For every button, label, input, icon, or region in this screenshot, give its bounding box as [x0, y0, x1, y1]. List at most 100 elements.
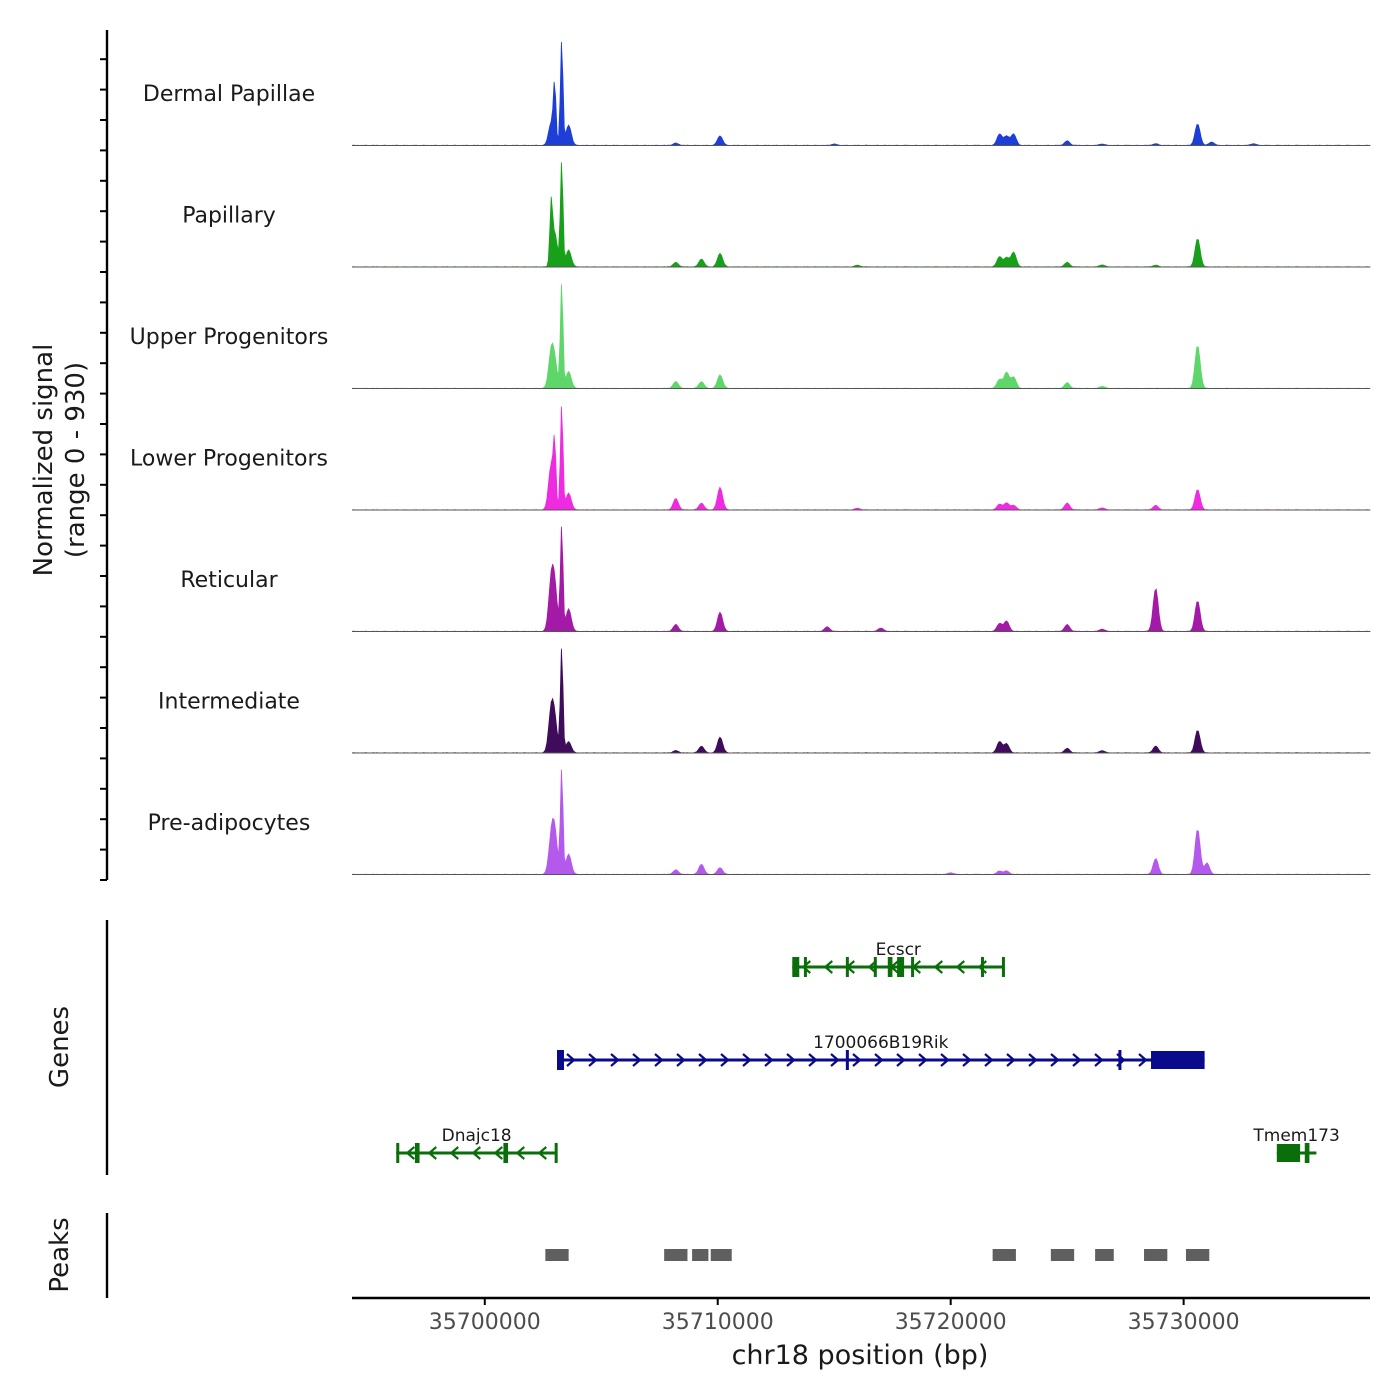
- gene-exon: [845, 957, 849, 977]
- gene-exon: [803, 957, 807, 977]
- strand-arrow: [918, 1053, 928, 1067]
- gene-exon: [911, 957, 915, 977]
- track-signal-intermediate: [351, 648, 1371, 754]
- track-label-papillary: Papillary: [182, 203, 276, 228]
- strand-arrow: [654, 1053, 664, 1067]
- gene-exon: [554, 1143, 558, 1163]
- track-label-intermediate: Intermediate: [158, 689, 300, 714]
- peak-region: [1185, 1249, 1210, 1261]
- track-papillary: Papillary: [182, 162, 1371, 268]
- gene-exon: [897, 957, 905, 977]
- gene-label: Ecscr: [876, 940, 921, 960]
- strand-arrow: [801, 960, 811, 974]
- y-axis-label: Normalized signal: [29, 344, 59, 577]
- strand-arrow: [764, 1053, 774, 1067]
- track-signal-lower-progenitors: [351, 406, 1371, 511]
- gene-exon: [556, 1050, 564, 1070]
- strand-arrow: [610, 1053, 620, 1067]
- peak-region: [992, 1249, 1016, 1261]
- track-signal-dermal-papillae: [351, 41, 1371, 146]
- strand-arrow: [537, 1146, 547, 1160]
- strand-arrow: [874, 1053, 884, 1067]
- strand-arrow: [823, 960, 833, 974]
- strand-arrow: [830, 1053, 840, 1067]
- gene-ecscr: Ecscr: [792, 940, 1005, 977]
- track-signal-pre-adipocytes: [351, 769, 1371, 875]
- track-label-lower-progenitors: Lower Progenitors: [130, 446, 328, 471]
- x-tick-label: 35710000: [662, 1310, 774, 1335]
- x-axis-label: chr18 position (bp): [732, 1340, 989, 1371]
- gene-annotations: Ecscr 1700066B19Rik Dnajc18 Tmem173: [396, 940, 1340, 1163]
- gene-label: Tmem173: [1252, 1126, 1339, 1146]
- gene-1700066b19rik: 1700066B19Rik: [556, 1033, 1205, 1070]
- y-axis-range-label: (range 0 - 930): [61, 362, 91, 558]
- strand-arrow: [852, 1053, 862, 1067]
- strand-arrow: [786, 1053, 796, 1067]
- strand-arrow: [515, 1146, 525, 1160]
- gene-exon: [396, 1143, 400, 1163]
- peak-region: [692, 1249, 709, 1261]
- strand-arrow: [896, 1053, 906, 1067]
- strand-arrow: [808, 1053, 818, 1067]
- strand-arrow: [1050, 1053, 1060, 1067]
- track-upper-progenitors: Upper Progenitors: [130, 284, 1371, 389]
- strand-arrow: [493, 1146, 503, 1160]
- gene-label: Dnajc18: [442, 1126, 512, 1146]
- strand-arrow: [720, 1053, 730, 1067]
- peak-region: [545, 1249, 569, 1261]
- peak-region: [710, 1249, 732, 1261]
- peak-region: [1144, 1249, 1168, 1261]
- strand-arrow: [427, 1146, 437, 1160]
- coverage-y-axis-ticks: [100, 58, 107, 881]
- strand-arrow: [449, 1146, 459, 1160]
- genes-track-label: Genes: [45, 1006, 75, 1088]
- track-lower-progenitors: Lower Progenitors: [130, 406, 1371, 511]
- gene-dnajc18: Dnajc18: [396, 1126, 558, 1163]
- strand-arrow: [632, 1053, 642, 1067]
- track-signal-papillary: [351, 162, 1371, 268]
- x-tick-label: 35700000: [429, 1310, 541, 1335]
- track-signal-upper-progenitors: [351, 284, 1371, 389]
- gene-exon: [873, 957, 877, 977]
- strand-arrow: [698, 1053, 708, 1067]
- strand-arrow: [405, 1146, 415, 1160]
- track-label-reticular: Reticular: [180, 568, 278, 593]
- strand-arrow: [984, 1053, 994, 1067]
- strand-arrow: [1028, 1053, 1038, 1067]
- strand-arrow: [742, 1053, 752, 1067]
- track-reticular: Reticular: [180, 526, 1371, 632]
- strand-arrow: [940, 1053, 950, 1067]
- peak-regions: [545, 1249, 1210, 1261]
- gene-exon: [414, 1143, 420, 1163]
- strand-arrow: [1094, 1053, 1104, 1067]
- gene-label: 1700066B19Rik: [813, 1033, 949, 1053]
- strand-arrow: [471, 1146, 481, 1160]
- gene-exon: [980, 957, 984, 977]
- track-signal-reticular: [351, 526, 1371, 632]
- gene-exon: [503, 1143, 509, 1163]
- peak-region: [1050, 1249, 1075, 1261]
- strand-arrow: [1006, 1053, 1016, 1067]
- peak-region: [664, 1249, 688, 1261]
- peak-region: [1095, 1249, 1114, 1261]
- gene-exon: [887, 957, 893, 977]
- track-intermediate: Intermediate: [158, 648, 1371, 754]
- strand-arrow: [588, 1053, 598, 1067]
- gene-tmem173: Tmem173: [1252, 1126, 1340, 1163]
- peaks-track-label: Peaks: [45, 1217, 75, 1292]
- x-axis-ticks: 35700000 35710000 35720000 35730000: [429, 1298, 1240, 1335]
- strand-arrow: [955, 960, 965, 974]
- track-pre-adipocytes: Pre-adipocytes: [148, 769, 1371, 875]
- strand-arrow: [1072, 1053, 1082, 1067]
- track-label-pre-adipocytes: Pre-adipocytes: [148, 811, 311, 836]
- gene-exon: [845, 1050, 849, 1070]
- track-dermal-papillae: Dermal Papillae: [143, 41, 1371, 146]
- coverage-tracks: Dermal Papillae Papillary Upper Progenitor…: [130, 41, 1371, 875]
- track-label-upper-progenitors: Upper Progenitors: [130, 325, 329, 350]
- gene-exon: [792, 957, 800, 977]
- x-tick-label: 35720000: [895, 1310, 1007, 1335]
- track-label-dermal-papillae: Dermal Papillae: [143, 82, 315, 107]
- x-tick-label: 35730000: [1128, 1310, 1240, 1335]
- strand-arrow: [933, 960, 943, 974]
